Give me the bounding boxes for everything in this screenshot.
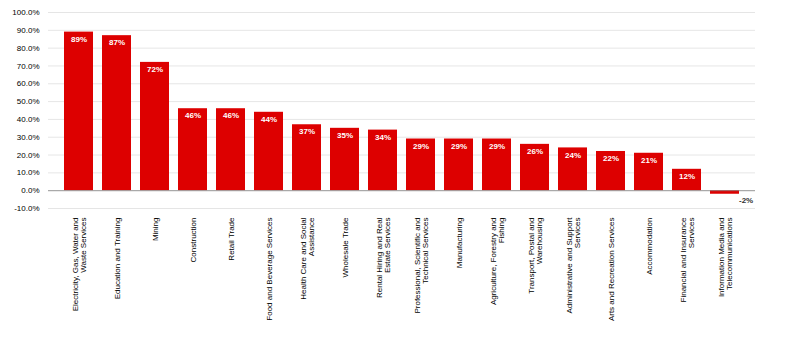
- svg-text:Education and Training: Education and Training: [113, 218, 122, 300]
- svg-text:-10.0%: -10.0%: [14, 204, 39, 213]
- svg-text:Rental Hiring and RealEstate S: Rental Hiring and RealEstate Services: [375, 217, 392, 298]
- svg-text:24%: 24%: [565, 151, 581, 160]
- svg-text:100.0%: 100.0%: [12, 8, 39, 17]
- svg-text:35%: 35%: [337, 131, 353, 140]
- svg-text:60.0%: 60.0%: [17, 79, 40, 88]
- svg-text:Retail Trade: Retail Trade: [227, 217, 236, 261]
- svg-text:40.0%: 40.0%: [17, 115, 40, 124]
- svg-text:Construction: Construction: [189, 218, 198, 263]
- svg-text:Wholesale Trade: Wholesale Trade: [341, 217, 350, 278]
- svg-text:44%: 44%: [261, 115, 277, 124]
- svg-text:Professional, Scientific andTe: Professional, Scientific andTechnical Se…: [413, 218, 430, 314]
- svg-text:10.0%: 10.0%: [17, 168, 40, 177]
- svg-text:72%: 72%: [147, 65, 163, 74]
- svg-text:46%: 46%: [185, 111, 201, 120]
- svg-text:20.0%: 20.0%: [17, 151, 40, 160]
- svg-text:80.0%: 80.0%: [17, 44, 40, 53]
- svg-text:89%: 89%: [71, 35, 87, 44]
- svg-text:-2%: -2%: [739, 196, 753, 205]
- svg-text:Transport, Postal andWarehousi: Transport, Postal andWarehousing: [527, 218, 544, 294]
- svg-text:22%: 22%: [603, 154, 619, 163]
- svg-text:Manufacturing: Manufacturing: [455, 218, 464, 269]
- svg-text:Administrative and SupportServ: Administrative and SupportServices: [565, 217, 582, 314]
- svg-text:Information Media andTelecommu: Information Media andTelecommunications: [717, 218, 734, 298]
- svg-text:50.0%: 50.0%: [17, 97, 40, 106]
- svg-text:26%: 26%: [527, 147, 543, 156]
- svg-text:90.0%: 90.0%: [17, 26, 40, 35]
- svg-text:34%: 34%: [375, 133, 391, 142]
- svg-text:Health Care and SocialAssistan: Health Care and SocialAssistance: [299, 217, 316, 300]
- svg-text:70.0%: 70.0%: [17, 62, 40, 71]
- svg-text:29%: 29%: [413, 142, 429, 151]
- svg-text:30.0%: 30.0%: [17, 133, 40, 142]
- svg-text:Agriculture, Forestry andFishi: Agriculture, Forestry andFishing: [489, 218, 506, 306]
- svg-text:0.0%: 0.0%: [21, 186, 39, 195]
- svg-text:29%: 29%: [489, 142, 505, 151]
- svg-text:87%: 87%: [109, 38, 125, 47]
- svg-text:Arts and Recreation Services: Arts and Recreation Services: [607, 218, 616, 322]
- svg-text:12%: 12%: [679, 172, 695, 181]
- svg-text:21%: 21%: [641, 156, 657, 165]
- svg-text:Mining: Mining: [151, 218, 160, 242]
- svg-text:46%: 46%: [223, 111, 239, 120]
- svg-text:Accommodation: Accommodation: [645, 218, 654, 275]
- svg-text:Financial and InsuranceService: Financial and InsuranceServices: [679, 217, 696, 302]
- svg-text:Electricity, Gas, Water andWas: Electricity, Gas, Water andWaste Service…: [71, 218, 88, 312]
- svg-text:29%: 29%: [451, 142, 467, 151]
- svg-text:Food and Beverage Services: Food and Beverage Services: [265, 218, 274, 321]
- svg-text:37%: 37%: [299, 127, 315, 136]
